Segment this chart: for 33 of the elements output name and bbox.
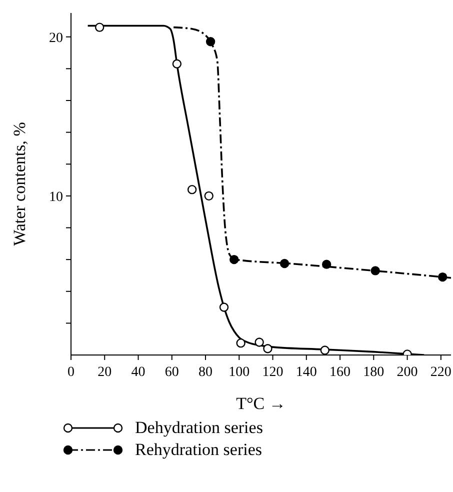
point — [263, 344, 272, 354]
x-tick-label: 120 — [262, 364, 284, 380]
legend-label: Rehydration series — [135, 440, 262, 460]
x-tick-label: 140 — [296, 364, 317, 380]
x-tick-label: 60 — [164, 364, 179, 380]
point — [94, 22, 104, 32]
point — [438, 272, 448, 282]
x-tick-label: 220 — [430, 364, 452, 380]
point — [172, 59, 182, 68]
point — [370, 266, 380, 276]
y-tick-label: 10 — [49, 190, 63, 205]
point — [206, 37, 216, 46]
point — [229, 254, 239, 264]
x-tick-label: 180 — [363, 364, 384, 380]
point — [219, 302, 229, 312]
point — [320, 346, 330, 355]
line-series — [172, 26, 451, 279]
x-tick-label: 20 — [98, 364, 112, 380]
x-tick-label: 0 — [68, 364, 74, 380]
x-tick-label: 80 — [198, 364, 213, 380]
x-tick-label: 40 — [131, 364, 146, 380]
point — [322, 260, 332, 269]
point — [254, 338, 264, 347]
point — [187, 184, 197, 194]
legend-label: Dehydration series — [135, 418, 263, 438]
x-tick-label: 200 — [396, 364, 418, 380]
point — [204, 191, 214, 201]
x-tick-label: 160 — [330, 364, 351, 380]
point — [236, 338, 246, 348]
y-axis-title: Water contents, % — [10, 122, 30, 246]
x-tick-label: 100 — [228, 364, 250, 380]
point — [280, 258, 290, 268]
x-axis-title: T°C → — [236, 394, 286, 413]
